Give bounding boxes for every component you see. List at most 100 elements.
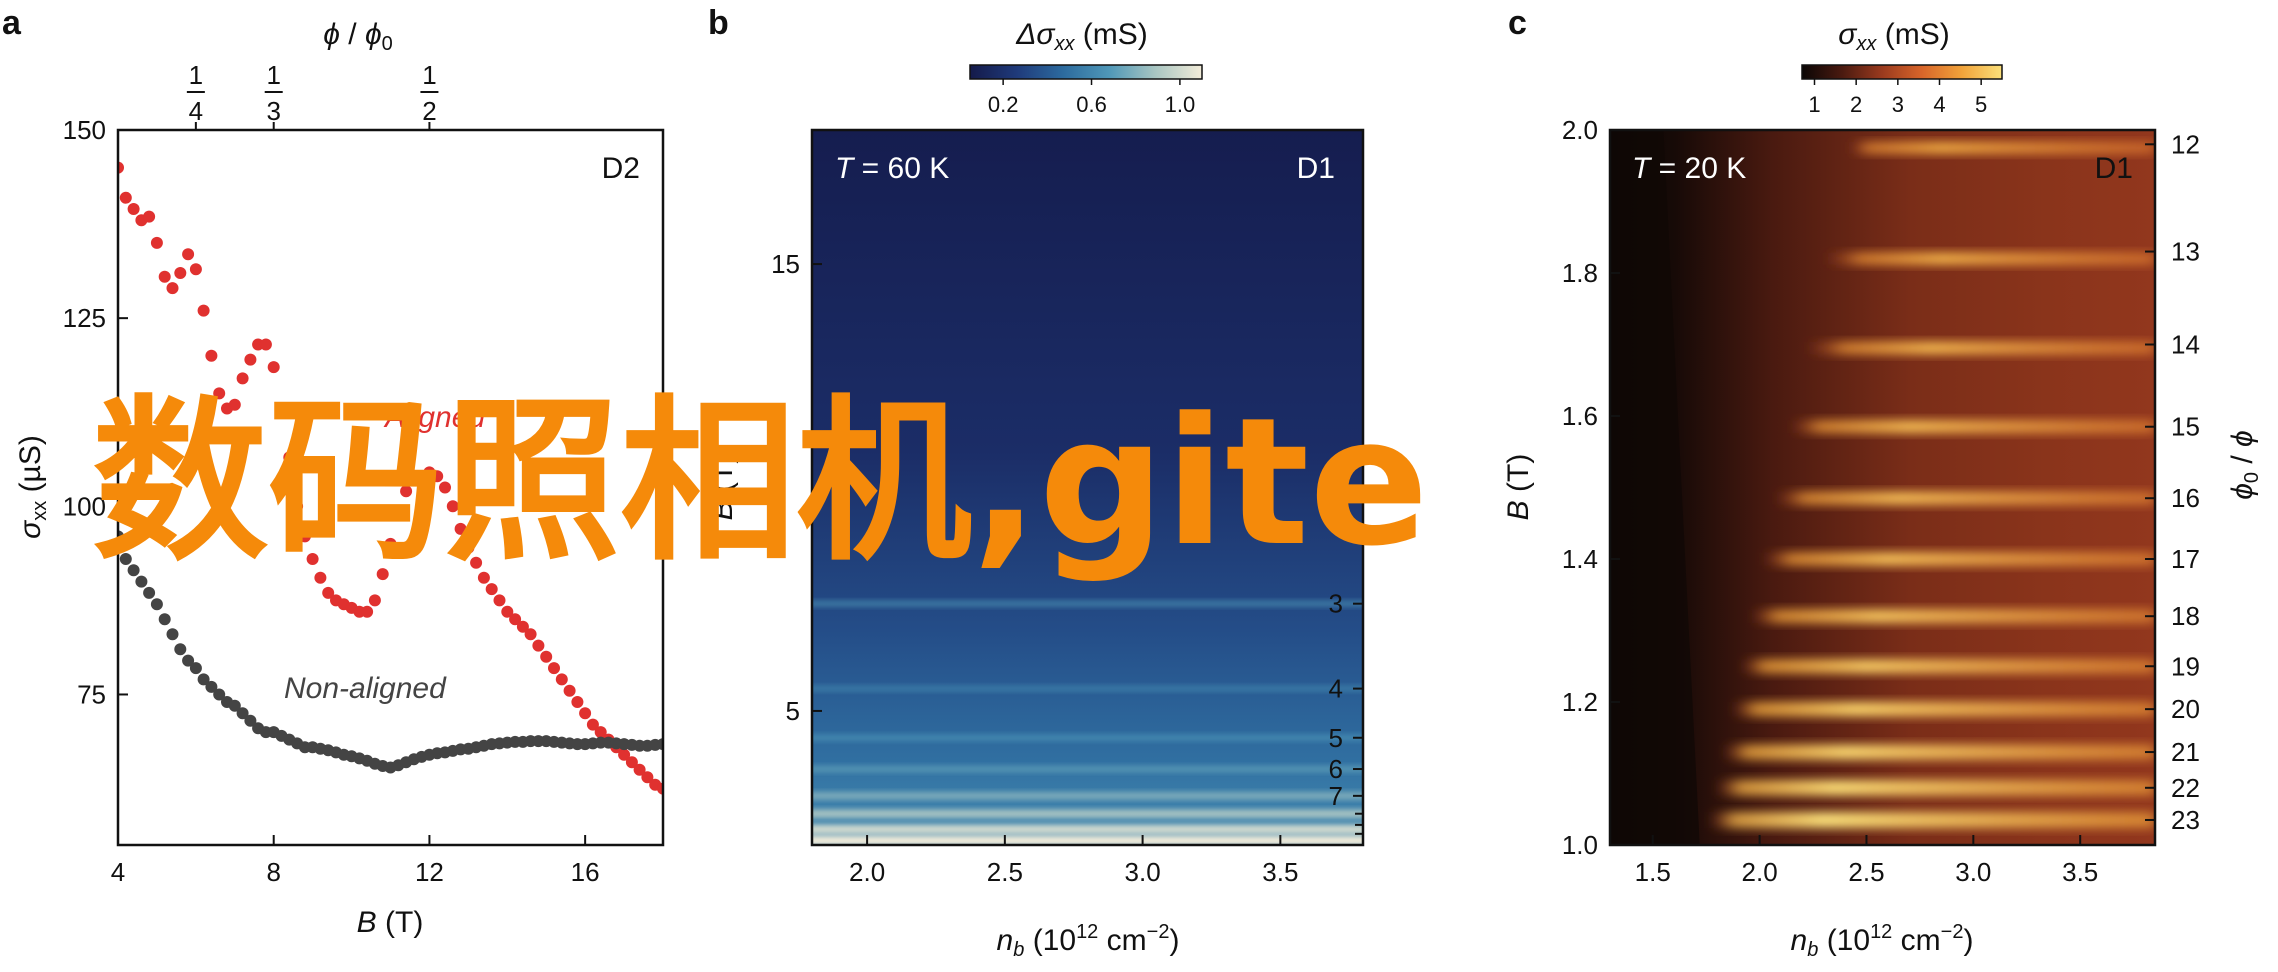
panel-a-point-non-aligned-13	[213, 688, 226, 701]
panel-a-point-aligned-53	[524, 628, 537, 641]
panel-c-heatmap	[1610, 130, 2155, 845]
panel-c-ylabel: B (T)	[1502, 454, 1535, 521]
panel-b-band-4	[812, 792, 1363, 800]
panel-c-right-tick-label-10: 22	[2171, 773, 2200, 803]
panel-a-top-tick-den-2: 2	[422, 96, 436, 126]
panel-c-ticks: 1.5 2.0 2.5 3.0 3.5 1.0 1.2 1.4 1.6 1.8 2.0 12 13 14 1…	[1562, 115, 2200, 887]
panel-c-right-tick-label-1: 13	[2171, 237, 2200, 267]
panel-b-colorbar-title: Δσxx (mS)	[1015, 18, 1148, 55]
panel-a-point-aligned-23	[291, 500, 304, 513]
panel-b-right-tick-label-5: 7	[1329, 781, 1343, 811]
panel-b-ytick-label-0: 5	[786, 696, 800, 726]
panel-a-point-aligned-42	[439, 481, 451, 494]
panel-a-point-aligned-5	[150, 236, 163, 249]
panel-c-colorbar-tick-label-1: 2	[1850, 92, 1862, 117]
panel-c-band-6	[1754, 609, 2155, 623]
panel-c-dark-region	[1610, 130, 1700, 845]
panel-c-frame	[1608, 128, 2157, 847]
panel-a-top-tick-num-0: 1	[189, 60, 203, 90]
panel-a-point-aligned-4	[143, 210, 156, 223]
panel-a-point-aligned-1	[119, 191, 132, 204]
panel-a-point-aligned-19	[259, 338, 272, 351]
panel-a-point-aligned-51	[509, 613, 522, 626]
panel-a-point-aligned-60	[579, 707, 592, 720]
panel-b-band-1	[812, 685, 1363, 692]
panel-c-temperature-label: T = 20 K	[1632, 152, 1746, 185]
panel-b-heatmap	[812, 130, 1363, 845]
panel-a-xtick-label-0: 4	[111, 857, 125, 887]
panel-a-point-aligned-55	[540, 650, 553, 663]
panel-a-point-aligned-45	[462, 541, 475, 554]
panel-a-point-aligned-26	[314, 571, 327, 584]
panel-b-temperature-label: T = 60 K	[835, 152, 949, 185]
panel-c-right-tick-label-5: 17	[2171, 544, 2200, 574]
panel-c-right-tick-label-6: 18	[2171, 601, 2200, 631]
panel-a-point-aligned-9	[182, 248, 195, 261]
panel-a-point-aligned-34	[376, 568, 389, 581]
panel-c-band-2	[1810, 341, 2155, 355]
panel-a-top-tick-num-2: 1	[422, 60, 436, 90]
panel-a-point-non-aligned-6	[158, 613, 171, 626]
panel-c-right-tick-label-0: 12	[2171, 129, 2200, 159]
panel-a-point-aligned-61	[586, 718, 599, 731]
panel-a-ytick-label-1: 100	[63, 491, 106, 521]
panel-a-point-aligned-59	[571, 696, 584, 708]
panel-a-point-aligned-0	[118, 161, 124, 174]
panel-a-point-aligned-21	[275, 402, 288, 415]
panel-a-point-non-aligned-7	[166, 628, 179, 641]
panel-c-xtick-label-2: 2.5	[1848, 857, 1884, 887]
panel-b-band-0	[812, 600, 1363, 607]
panel-c-ytick-label-4: 1.8	[1562, 258, 1598, 288]
panel-c-band-9	[1725, 744, 2155, 760]
panel-c-right-tick-label-3: 15	[2171, 412, 2200, 442]
panel-c-xtick-label-0: 1.5	[1635, 857, 1671, 887]
panel-a-point-aligned-7	[166, 282, 179, 295]
panel-a-point-aligned-32	[361, 605, 374, 618]
panel-a-point-aligned-49	[493, 594, 506, 607]
panel-a-point-non-aligned-70	[657, 738, 663, 751]
panel-c-band-8	[1734, 701, 2155, 717]
panel-c-xtick-label-1: 2.0	[1742, 857, 1778, 887]
panel-b-letter: b	[708, 4, 729, 42]
panel-b-band-3	[812, 765, 1363, 773]
panel-c-right-tick-label-9: 21	[2171, 737, 2200, 767]
panel-b-xtick-label-2: 3.0	[1125, 857, 1161, 887]
panel-a-point-non-aligned-16	[236, 707, 249, 720]
panel-c-xtick-label-4: 3.5	[2062, 857, 2098, 887]
panel-c-right-tick-label-11: 23	[2171, 805, 2200, 835]
panel-b: b Δσxx (mS) 0.2 0.6 1.0 2.0 2.5 3.0 3.5 5 15 2 3 4…	[706, 4, 1365, 961]
panel-c-right-tick-label-2: 14	[2171, 330, 2200, 360]
panel-a-top-axis-label: ϕ / ϕ0	[323, 18, 393, 55]
panel-a-ytick-label-2: 125	[63, 303, 106, 333]
panel-c-band-10	[1718, 780, 2155, 796]
panel-c-right-tick-label-4: 16	[2171, 483, 2200, 513]
panel-b-ytick-label-1: 15	[771, 249, 800, 279]
panel-a-point-aligned-66	[625, 756, 638, 769]
panel-c-corner-label: D1	[2095, 152, 2133, 185]
panel-b-colorbar-ticks: 0.2 0.6 1.0	[988, 79, 1195, 117]
panel-a-top-ticks: 1 4 1 3 1 2	[186, 60, 439, 130]
panel-a-ytick-label-0: 75	[77, 679, 106, 709]
panel-c-ytick-label-3: 1.6	[1562, 401, 1598, 431]
panel-a-point-non-aligned-15	[228, 699, 241, 712]
panel-a-point-aligned-57	[555, 673, 568, 686]
panel-a-point-aligned-44	[454, 522, 467, 535]
panel-a-point-aligned-20	[267, 361, 280, 374]
panel-a-ticks: 4 8 12 16 75 100 125 150	[63, 115, 600, 887]
panel-a-point-non-aligned-4	[143, 586, 156, 599]
panel-a-point-non-aligned-5	[150, 598, 163, 611]
panel-a-point-aligned-47	[477, 571, 490, 584]
panel-a-ytick-label-3: 150	[63, 115, 106, 145]
panel-a-xtick-label-3: 16	[571, 857, 600, 887]
panel-a-point-aligned-10	[189, 263, 202, 276]
panel-c-band-11	[1711, 812, 2155, 828]
panel-c-ytick-label-1: 1.2	[1562, 687, 1598, 717]
panel-c-colorbar-title: σxx (mS)	[1838, 18, 1949, 55]
panel-a-letter: a	[2, 4, 22, 42]
panel-a-point-aligned-8	[174, 267, 187, 279]
panel-c-colorbar-tick-label-0: 1	[1808, 92, 1820, 117]
